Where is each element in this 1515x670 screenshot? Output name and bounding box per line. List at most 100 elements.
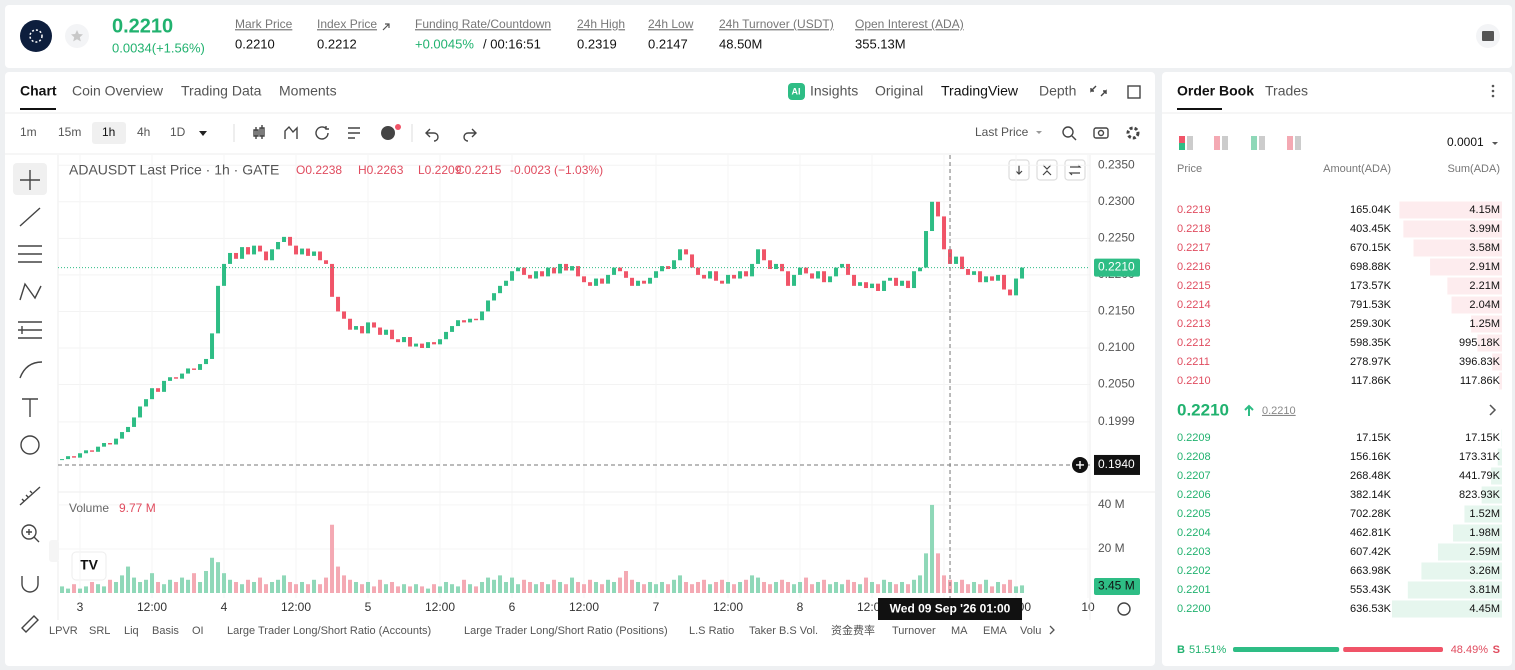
search-icon[interactable] — [1062, 126, 1074, 138]
indicator[interactable]: OI — [192, 625, 204, 637]
book-menu[interactable] — [1491, 84, 1495, 98]
indicator[interactable]: L.S Ratio — [689, 625, 734, 637]
brush-tool[interactable] — [19, 361, 43, 379]
tab[interactable]: Chart — [20, 83, 57, 99]
book-price[interactable]: 0.2207 — [1177, 470, 1211, 482]
indicator[interactable]: EMA — [983, 625, 1008, 637]
crosshair-tool[interactable] — [20, 170, 40, 190]
ai-icon-glyph: AI — [792, 86, 801, 96]
collapse-handle[interactable] — [49, 540, 59, 562]
indicator[interactable]: Taker B.S Vol. — [749, 625, 818, 637]
tab[interactable]: Coin Overview — [72, 83, 164, 99]
book-price[interactable]: 0.2211 — [1177, 356, 1210, 368]
indicator[interactable]: Turnover — [892, 625, 936, 637]
templates-icon[interactable] — [348, 127, 360, 139]
interval[interactable]: 1D — [170, 125, 186, 139]
expand-icon[interactable] — [1090, 85, 1107, 97]
book-tab[interactable]: Trades — [1265, 83, 1308, 99]
collapse-button[interactable] — [1036, 159, 1058, 181]
volume-bar — [90, 581, 95, 593]
volume-bar — [216, 562, 221, 593]
book-price[interactable]: 0.2217 — [1177, 242, 1211, 254]
view-tab[interactable]: TradingView — [941, 83, 1019, 99]
text-tool[interactable] — [22, 398, 38, 417]
book-price[interactable]: 0.2206 — [1177, 489, 1211, 501]
candles-icon[interactable] — [253, 125, 265, 139]
scroll-button[interactable] — [1008, 159, 1030, 181]
candle — [570, 266, 575, 271]
layout-icon[interactable] — [1127, 85, 1141, 99]
book-amount: 382.14K — [1350, 489, 1392, 501]
book-price[interactable]: 0.2219 — [1177, 204, 1211, 216]
book-price[interactable]: 0.2215 — [1177, 280, 1211, 292]
book-price[interactable]: 0.2214 — [1177, 299, 1211, 311]
indicator[interactable]: Basis — [152, 625, 179, 637]
indicator[interactable]: SRL — [89, 625, 110, 637]
interval[interactable]: 4h — [137, 125, 150, 139]
candle — [78, 453, 83, 458]
candle — [228, 252, 233, 264]
book-price[interactable]: 0.2204 — [1177, 527, 1211, 539]
book-amount: 663.98K — [1350, 565, 1392, 577]
book-price[interactable]: 0.2201 — [1177, 584, 1211, 596]
book-price[interactable]: 0.2210 — [1177, 375, 1211, 387]
alerts-icon[interactable] — [381, 126, 395, 140]
view-tab[interactable]: Original — [875, 83, 923, 99]
col-header: Sum(ADA) — [1447, 163, 1500, 175]
interval[interactable]: 15m — [58, 125, 81, 139]
tab[interactable]: Trading Data — [181, 83, 262, 99]
indicator[interactable]: Large Trader Long/Short Ratio (Accounts) — [227, 625, 431, 637]
indicators-icon[interactable] — [284, 125, 298, 139]
book-price[interactable]: 0.2202 — [1177, 565, 1211, 577]
book-tab[interactable]: Order Book — [1177, 83, 1254, 99]
pencil-tool[interactable] — [21, 615, 39, 633]
book-price[interactable]: 0.2203 — [1177, 546, 1211, 558]
view-tab[interactable]: Depth — [1039, 83, 1076, 99]
magnet-tool[interactable] — [21, 576, 39, 593]
zoom-tool[interactable] — [21, 524, 37, 540]
interval[interactable]: 1m — [20, 125, 37, 139]
precision[interactable]: 0.0001 — [1447, 135, 1484, 149]
indicator-scroll[interactable] — [1049, 625, 1055, 635]
measure-tool[interactable] — [19, 486, 41, 506]
stat-value: 0.2212 — [317, 36, 357, 51]
axis-settings[interactable] — [1117, 602, 1131, 616]
volume-bar — [528, 581, 533, 593]
book-price[interactable]: 0.2213 — [1177, 318, 1211, 330]
book-price[interactable]: 0.2209 — [1177, 432, 1211, 444]
view-tab[interactable]: Insights — [810, 83, 858, 99]
book-price[interactable]: 0.2212 — [1177, 337, 1211, 349]
pattern-tool[interactable] — [19, 282, 42, 301]
redo-icon[interactable] — [463, 128, 477, 142]
book-amount: 791.53K — [1350, 299, 1392, 311]
price-source[interactable]: Last Price — [975, 125, 1029, 139]
emoji-tool[interactable] — [20, 435, 40, 455]
indicator[interactable]: 资金费率 — [831, 623, 875, 637]
indicator[interactable]: Volu — [1020, 625, 1041, 637]
indicator[interactable]: Large Trader Long/Short Ratio (Positions… — [464, 625, 668, 637]
indicator[interactable]: MA — [951, 625, 968, 637]
book-price[interactable]: 0.2200 — [1177, 603, 1211, 615]
book-price[interactable]: 0.2205 — [1177, 508, 1211, 520]
indicator[interactable]: LPVR — [49, 625, 78, 637]
volume-bar — [474, 586, 479, 593]
candle — [516, 267, 521, 272]
fib-tool[interactable] — [18, 245, 42, 263]
indicator[interactable]: Liq — [124, 625, 139, 637]
undo-icon[interactable] — [425, 128, 439, 142]
interval[interactable]: 1h — [102, 125, 115, 139]
camera-icon[interactable] — [1093, 127, 1109, 139]
tab[interactable]: Moments — [279, 83, 337, 99]
book-price[interactable]: 0.2208 — [1177, 451, 1211, 463]
book-price[interactable]: 0.2218 — [1177, 223, 1211, 235]
line-tool[interactable] — [19, 207, 41, 227]
candle — [876, 283, 881, 291]
projection-tool[interactable] — [18, 321, 42, 339]
replay-icon[interactable] — [315, 126, 329, 140]
settings-icon[interactable] — [1126, 126, 1140, 140]
reset-button[interactable] — [1064, 159, 1086, 181]
x-tick-label: 12:00 — [137, 600, 167, 614]
mid-arrow[interactable] — [1489, 404, 1497, 416]
book-price[interactable]: 0.2216 — [1177, 261, 1211, 273]
